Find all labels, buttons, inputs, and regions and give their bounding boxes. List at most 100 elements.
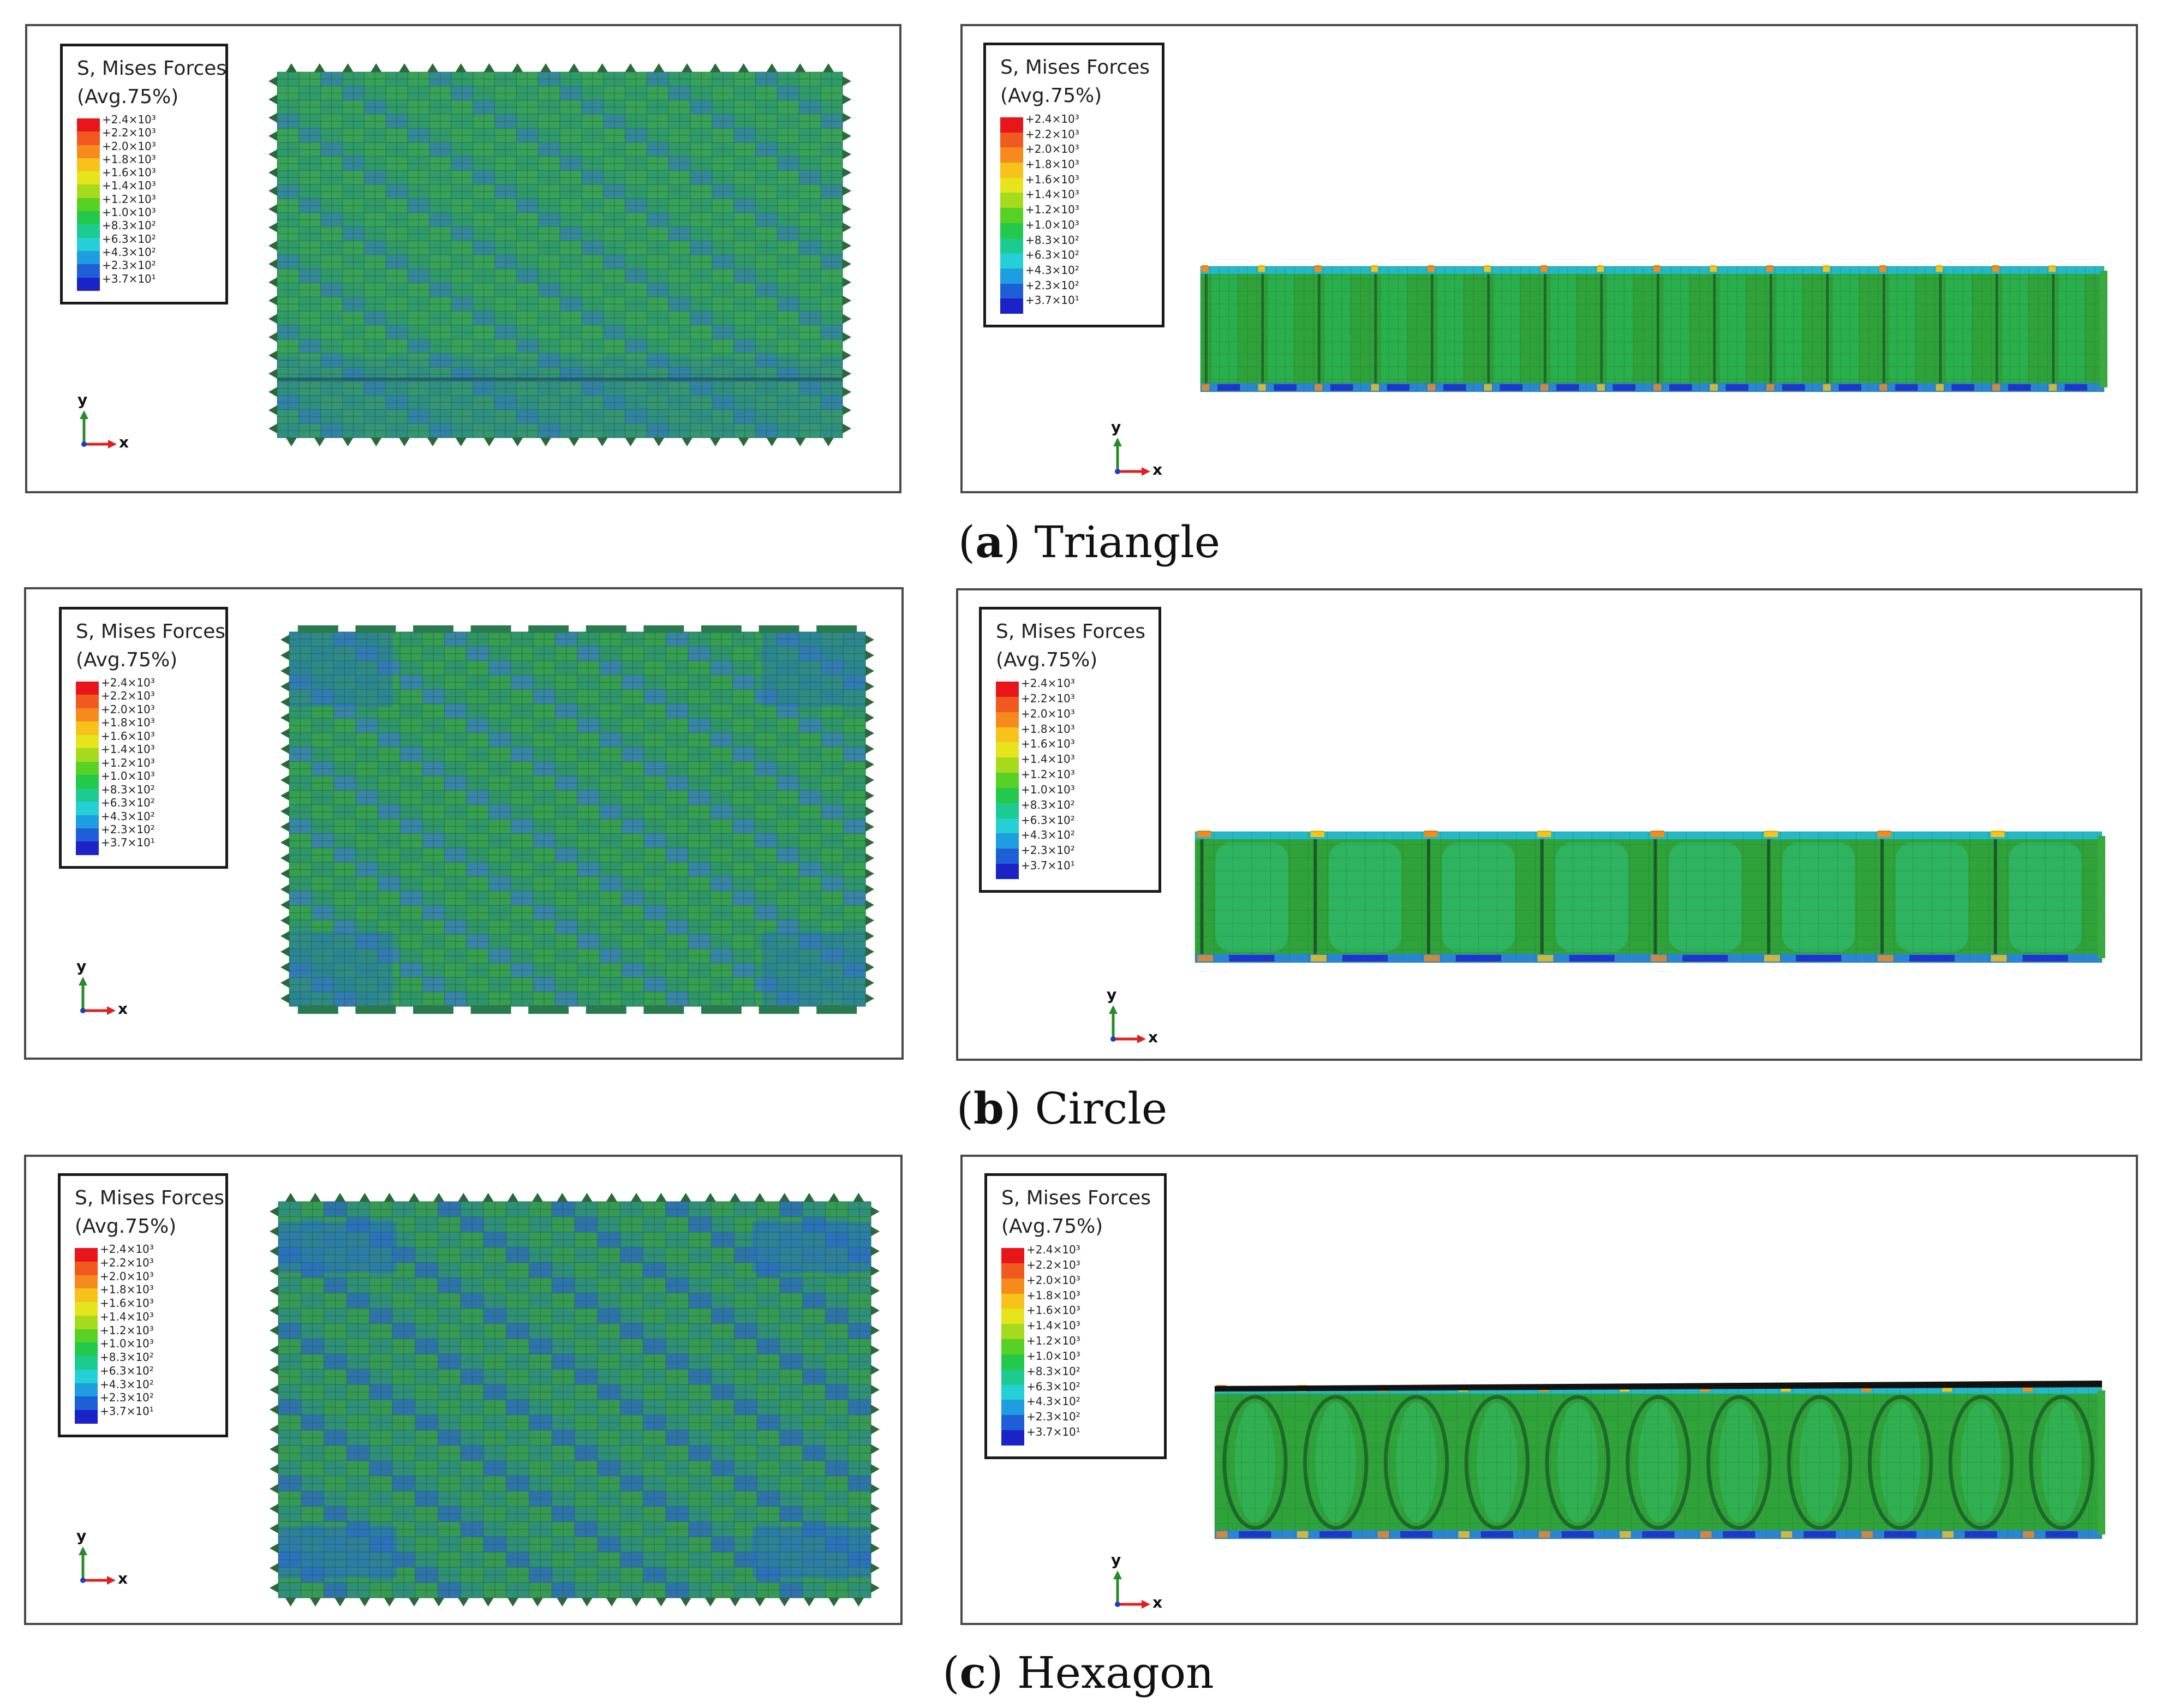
legend-swatch [996, 727, 1019, 743]
legend-swatch [1000, 208, 1023, 223]
legend-swatch [1000, 298, 1023, 314]
legend-swatch [76, 802, 99, 815]
legend-value: +1.4×10³ [102, 179, 156, 193]
legend-swatch [996, 818, 1019, 834]
legend-swatch [77, 118, 100, 132]
legend-value: +2.3×10² [101, 822, 155, 836]
legend-swatch [1000, 132, 1023, 148]
legend-subtitle: (Avg.75%) [996, 649, 1098, 671]
mesh-model-circle-side [1195, 831, 2105, 963]
legend-swatch [77, 277, 100, 291]
legend: S, Mises Forces (Avg.75%) +2.4×10³ +2.2×10³… [60, 44, 228, 304]
legend-title: S, Mises Forces [996, 620, 1146, 643]
legend-labels: +2.4×10³ +2.2×10³ +2.0×10³ +1.8×10³ +1.6×10³… [100, 1243, 154, 1418]
legend-swatch [77, 171, 100, 185]
legend-swatch [76, 788, 99, 802]
legend-swatch [1000, 238, 1023, 254]
legend-swatch [77, 158, 100, 172]
legend-value: +1.4×10³ [1021, 753, 1075, 766]
legend-value: +6.3×10² [1021, 813, 1075, 827]
legend: S, Mises Forces (Avg.75%) +2.4×10³ +2.2×10³… [59, 607, 228, 869]
legend-value: +2.2×10³ [1025, 127, 1079, 141]
axis-triad-arrows [80, 410, 117, 449]
legend-value: +2.2×10³ [1026, 1258, 1080, 1271]
legend-title: S, Mises Forces [75, 1187, 225, 1209]
panel-circle-top-view: S, Mises Forces (Avg.75%) +2.4×10³ +2.2×10³… [24, 587, 904, 1060]
legend-value: +6.3×10² [102, 232, 156, 246]
legend-value: +2.4×10³ [100, 1243, 154, 1256]
legend-subtitle: (Avg.75%) [1001, 1215, 1103, 1238]
legend-swatch [77, 224, 100, 238]
legend-value: +1.0×10³ [1021, 783, 1075, 796]
legend-color-scale [1000, 117, 1023, 314]
legend-value: +1.4×10³ [1026, 1319, 1080, 1333]
legend-value: +4.3×10² [101, 809, 155, 823]
legend-swatch [76, 748, 99, 762]
legend-value: +3.7×10¹ [1026, 1425, 1080, 1439]
legend-swatch [996, 757, 1019, 773]
axis-y-label: y [1107, 986, 1117, 1004]
legend-swatch [1000, 117, 1023, 133]
legend-title: S, Mises Forces [76, 620, 226, 643]
legend: S, Mises Forces (Avg.75%) +2.4×10³ +2.2×10³… [58, 1173, 228, 1437]
legend-color-scale [77, 118, 100, 291]
legend-color-scale [76, 682, 99, 855]
legend-value: +2.4×10³ [1026, 1243, 1080, 1256]
legend-swatch [75, 1396, 98, 1411]
legend-value: +1.8×10³ [1025, 158, 1079, 171]
mesh-model-hexagon-side [1214, 1381, 2105, 1539]
legend-subtitle: (Avg.75%) [1000, 85, 1102, 107]
legend-swatch [1001, 1309, 1024, 1324]
legend-swatch [1001, 1354, 1024, 1370]
legend-swatch [996, 712, 1019, 727]
legend-swatch [1000, 163, 1023, 178]
legend-swatch [996, 696, 1019, 712]
legend-swatch [1001, 1278, 1024, 1294]
legend-swatch [75, 1329, 98, 1343]
legend-swatch [996, 849, 1019, 864]
legend-labels: +2.4×10³ +2.2×10³ +2.0×10³ +1.8×10³ +1.6×10³… [101, 676, 155, 850]
legend-value: +1.6×10³ [1026, 1304, 1080, 1317]
legend-swatch [996, 742, 1019, 758]
axis-y-label: y [1111, 418, 1121, 436]
legend-value: +2.3×10² [100, 1391, 154, 1405]
legend-swatch [1000, 268, 1023, 284]
legend-value: +6.3×10² [1026, 1379, 1080, 1393]
legend-value: +2.2×10³ [100, 1256, 154, 1269]
panel-triangle-side-view: S, Mises Forces (Avg.75%) +2.4×10³ +2.2×10³… [960, 24, 2138, 493]
legend-value: +2.0×10³ [1026, 1273, 1080, 1287]
legend-swatch [1001, 1248, 1024, 1263]
legend-value: +2.4×10³ [1025, 112, 1079, 126]
legend-value: +8.3×10² [1026, 1364, 1080, 1378]
axis-x-label: x [1152, 461, 1163, 479]
legend-swatch [76, 734, 99, 749]
legend-value: +1.8×10³ [100, 1283, 154, 1297]
legend-value: +1.8×10³ [1026, 1288, 1080, 1302]
legend-title: S, Mises Forces [77, 57, 227, 80]
legend-color-scale [75, 1248, 98, 1424]
legend-value: +6.3×10² [101, 796, 155, 810]
legend-value: +2.4×10³ [101, 676, 155, 689]
legend-value: +4.3×10² [1021, 828, 1075, 842]
mesh-model-hexagon-top [270, 1193, 880, 1607]
panel-hexagon-side-view: S, Mises Forces (Avg.75%) +2.4×10³ +2.2×10³… [960, 1155, 2138, 1625]
legend-value: +2.0×10³ [1025, 142, 1079, 156]
legend-title: S, Mises Forces [1000, 56, 1150, 79]
legend-swatch [1001, 1324, 1024, 1340]
legend-swatch [77, 198, 100, 212]
legend-labels: +2.4×10³ +2.2×10³ +2.0×10³ +1.8×10³ +1.6×10³… [102, 113, 156, 285]
legend-value: +1.8×10³ [101, 716, 155, 730]
legend-swatch [76, 708, 99, 722]
legend-value: +1.0×10³ [100, 1337, 154, 1351]
legend-value: +2.0×10³ [100, 1269, 154, 1283]
legend-value: +1.2×10³ [100, 1323, 154, 1337]
legend-value: +1.6×10³ [102, 166, 156, 180]
legend-value: +1.4×10³ [1025, 188, 1079, 201]
legend-swatch [75, 1383, 98, 1397]
legend-swatch [1000, 253, 1023, 268]
legend-value: +2.0×10³ [102, 139, 156, 153]
legend: S, Mises Forces (Avg.75%) +2.4×10³ +2.2×10³… [983, 43, 1164, 327]
axis-triad-arrows [79, 977, 116, 1015]
legend-swatch [1001, 1400, 1024, 1416]
legend-value: +1.0×10³ [101, 769, 155, 783]
